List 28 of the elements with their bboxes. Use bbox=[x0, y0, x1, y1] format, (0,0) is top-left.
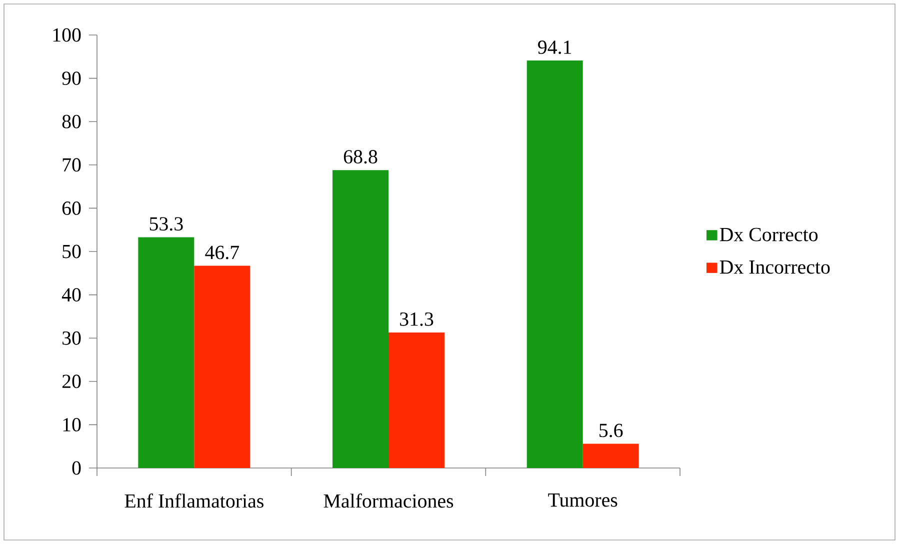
legend-label: Dx Incorrecto bbox=[720, 260, 830, 274]
y-tick-label: 90 bbox=[62, 72, 81, 86]
data-label: 46.7 bbox=[205, 246, 240, 260]
data-label: 53.3 bbox=[150, 217, 183, 231]
bar bbox=[138, 237, 194, 468]
bar bbox=[388, 332, 445, 468]
y-tick-label: 50 bbox=[62, 244, 81, 258]
y-tick-label: 60 bbox=[62, 201, 81, 215]
data-label: 31.3 bbox=[400, 312, 434, 326]
bar bbox=[526, 60, 583, 468]
data-label: 5.6 bbox=[600, 424, 623, 438]
data-label: 68.8 bbox=[344, 150, 378, 164]
y-tick-label: 100 bbox=[53, 28, 81, 42]
y-tick-label: 30 bbox=[62, 331, 81, 345]
x-tick-label: Malformaciones bbox=[324, 494, 454, 508]
data-label: 94.1 bbox=[538, 40, 572, 54]
bar bbox=[582, 444, 639, 468]
y-tick-label: 20 bbox=[62, 374, 81, 388]
y-tick-label: 0 bbox=[72, 461, 81, 475]
y-tick-label: 10 bbox=[63, 418, 81, 432]
x-tick-label: Tumores bbox=[548, 494, 618, 507]
y-tick-label: 40 bbox=[62, 288, 81, 302]
bar bbox=[194, 266, 250, 468]
y-tick-label: 80 bbox=[62, 114, 81, 128]
y-tick-label: 70 bbox=[62, 158, 81, 172]
legend-label: Dx Correcto bbox=[720, 228, 818, 242]
x-tick-label: Enf Inflamatorias bbox=[124, 494, 264, 508]
bar bbox=[332, 170, 389, 468]
